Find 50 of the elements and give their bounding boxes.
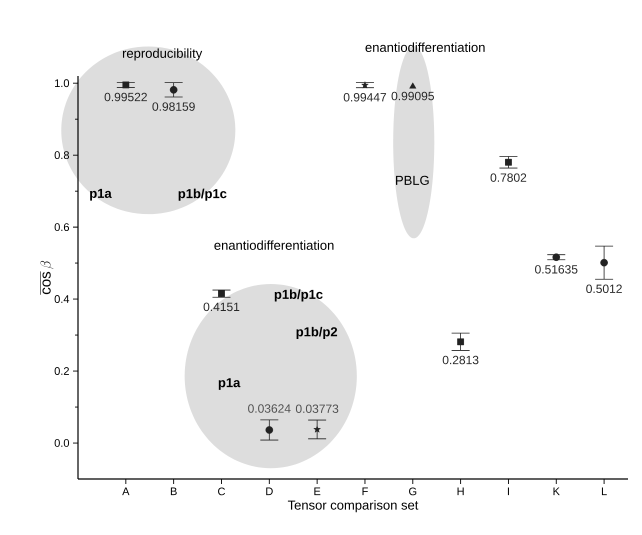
x-tick-label: C: [218, 488, 226, 496]
data-label: 0.98159: [152, 102, 195, 111]
point: [409, 82, 416, 89]
data-label: 0.03773: [296, 404, 338, 413]
x-axis-title: Tensor comparison set: [288, 500, 418, 512]
y-tick-label: 0.0: [54, 439, 70, 447]
x-tick-label: L: [602, 488, 607, 496]
y-tick-label: 0.8: [54, 151, 70, 160]
x-tick-label: E: [314, 488, 320, 496]
x-tick-label: F: [362, 488, 368, 496]
y-tick-label: 0.2: [54, 367, 69, 375]
point: [170, 86, 178, 94]
y-axis-title: $\overline{\cos}\,\beta$: [40, 260, 54, 295]
data-label: 0.4151: [204, 302, 240, 312]
annotation: PBLG: [396, 176, 429, 185]
point: [505, 158, 512, 166]
point: [218, 290, 225, 298]
annotation: p1a: [218, 378, 240, 390]
point: [122, 82, 130, 88]
data-label: 0.51635: [535, 265, 578, 274]
annotation: enantiodifferentiation: [214, 240, 334, 250]
annotation: p1b/p1c: [274, 289, 323, 302]
x-tick-label: B: [170, 488, 177, 496]
y-tick-label: 0.6: [54, 223, 70, 232]
x-tick-label: D: [266, 488, 273, 496]
data-label: 0.7802: [490, 173, 526, 182]
point: [361, 81, 369, 88]
point: [314, 426, 321, 433]
data-label: 0.2813: [442, 356, 478, 364]
data-label: 0.99447: [344, 93, 386, 102]
annotation: p1b/p1c: [178, 188, 227, 201]
text: enantiodifferentiation: [366, 42, 485, 52]
x-tick-label: I: [508, 488, 509, 496]
point: [457, 338, 464, 346]
x-tick-label: G: [409, 488, 416, 496]
data-label: 0.99095: [392, 92, 434, 100]
y-tick-label: 1.0: [55, 79, 70, 88]
y-tick-label: 0.4: [54, 295, 70, 303]
text: reproducibility: [122, 48, 202, 60]
point: [266, 426, 274, 434]
data-label: 0.99522: [104, 92, 147, 102]
x-tick-label: A: [122, 488, 130, 496]
point: [600, 258, 608, 266]
data-label: 0.03624: [248, 404, 291, 413]
annotation: p1a: [90, 188, 112, 201]
x-tick-label: H: [458, 488, 464, 496]
data-label: 0.5012: [586, 284, 622, 294]
annotation: p1b/p2: [296, 326, 338, 339]
point: [552, 253, 560, 262]
x-tick-label: K: [554, 488, 560, 496]
